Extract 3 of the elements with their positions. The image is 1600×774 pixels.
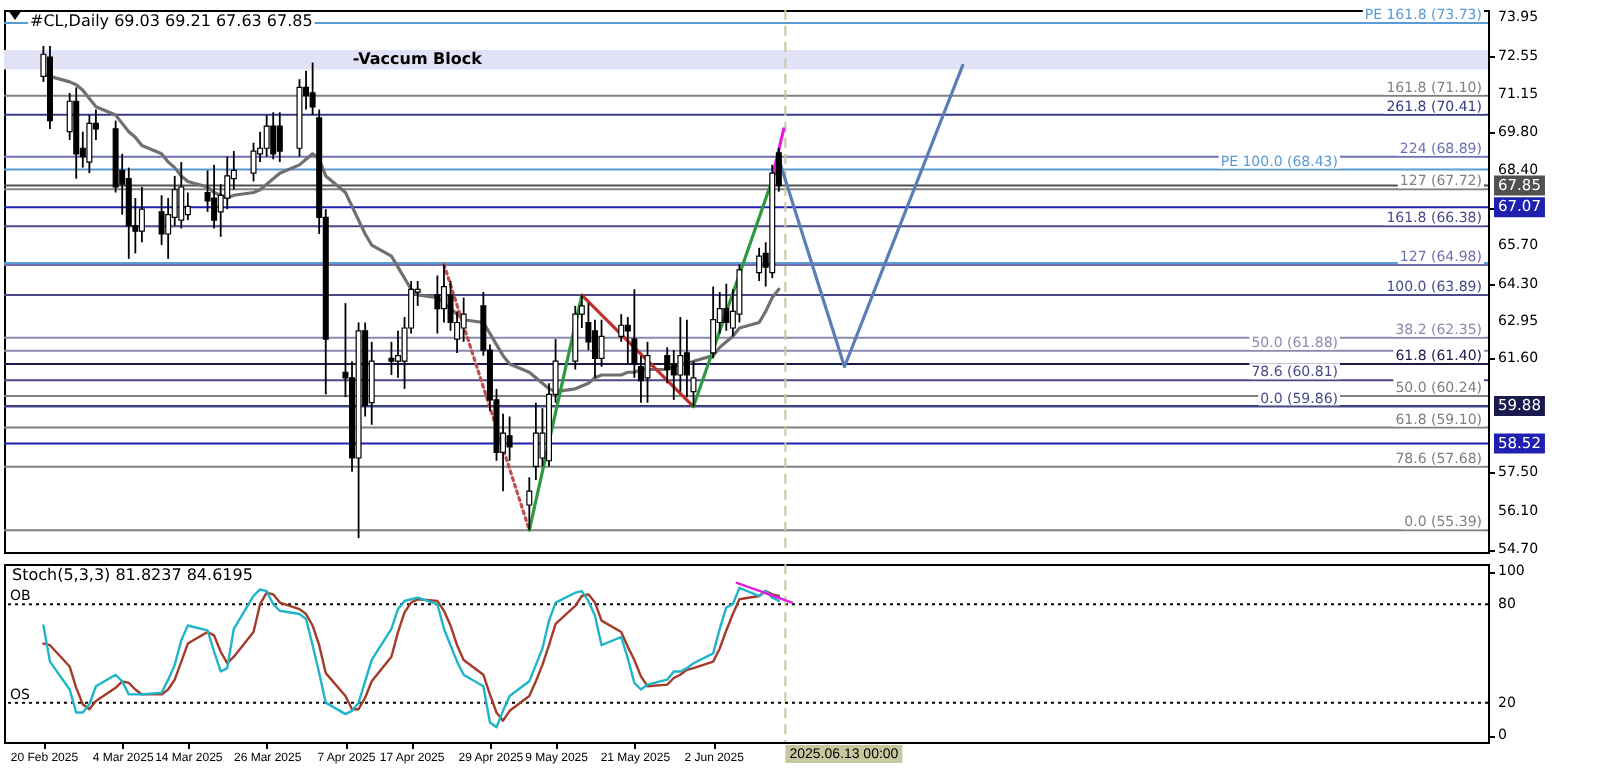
- chart-title: Stoch(5,3,3) 81.8237 84.6195: [12, 566, 253, 584]
- band-label: -Vaccum Block: [352, 49, 484, 68]
- chart-title: #CL,Daily 69.03 69.21 67.63 67.85: [30, 12, 313, 30]
